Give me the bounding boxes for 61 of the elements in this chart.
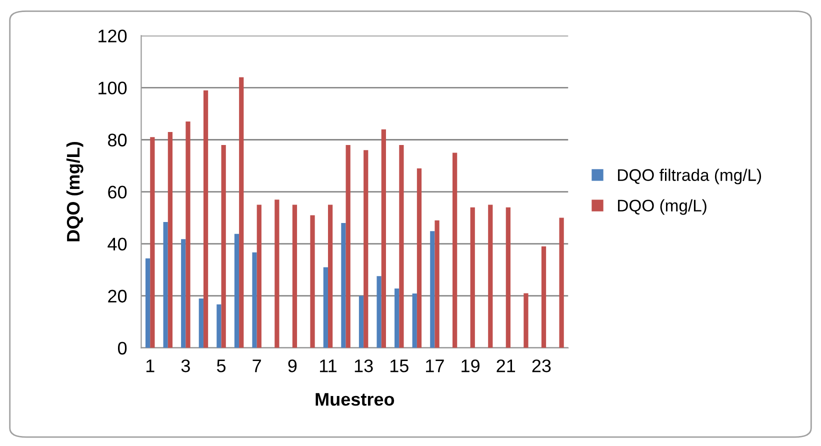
bar: [310, 215, 315, 348]
bar: [198, 298, 204, 348]
x-tick-label: 15: [390, 360, 408, 372]
bar: [506, 207, 510, 348]
bar: [234, 234, 240, 348]
y-tick-label: 100: [98, 82, 127, 94]
bar: [186, 122, 190, 348]
bar: [163, 222, 168, 348]
y-tick-label: 40: [108, 238, 127, 251]
bar: [364, 150, 368, 348]
x-tick-label: 23: [532, 359, 551, 372]
bar: [145, 258, 150, 348]
y-tick-label: 0: [118, 342, 127, 355]
y-tick-label: 120: [98, 30, 127, 42]
bar: [394, 288, 400, 348]
bar: [203, 90, 208, 348]
bar: [376, 276, 382, 348]
bar: [328, 204, 333, 348]
x-tick-label: 5: [216, 360, 226, 372]
x-tick-label: 7: [252, 360, 261, 372]
bar: [252, 252, 257, 348]
x-tick-label: 17: [426, 360, 444, 372]
bar: [150, 137, 155, 348]
bar: [292, 204, 298, 348]
x-tick-label: 13: [354, 359, 373, 372]
bar: [434, 220, 440, 348]
x-tick-label: 11: [320, 360, 336, 372]
bar: [524, 293, 528, 348]
x-axis-title: Muestreo: [316, 393, 394, 406]
bar: [256, 204, 262, 348]
bar: [346, 144, 350, 348]
y-tick-label: 20: [108, 290, 127, 303]
bar: [559, 218, 564, 348]
x-tick-label: 3: [181, 359, 190, 372]
bar: [274, 200, 280, 348]
bar: [216, 304, 222, 348]
y-tick-label: 80: [108, 134, 127, 146]
bar: [221, 144, 226, 348]
x-tick-label: 19: [462, 359, 480, 372]
bar: [239, 77, 244, 348]
bar: [341, 223, 346, 348]
bar: [399, 144, 404, 348]
x-tick-label: 21: [496, 359, 516, 372]
bar: [430, 231, 435, 348]
bar: [452, 152, 458, 348]
bar: [358, 296, 364, 348]
bar: [381, 129, 386, 348]
bar: [470, 207, 475, 348]
y-tick-label: 60: [108, 186, 127, 198]
bar: [323, 267, 328, 348]
bar: [181, 239, 186, 348]
x-tick-label: 9: [288, 359, 297, 372]
legend-label: DQO (mg/L): [618, 199, 706, 215]
bar: [168, 132, 173, 348]
bar: [488, 204, 493, 348]
bar: [416, 168, 422, 348]
y-axis-title: DQO (mg/L): [66, 142, 84, 242]
x-tick-label: 1: [146, 360, 154, 372]
bar: [412, 294, 417, 348]
bar: [541, 246, 546, 348]
legend-label: DQO filtrada (mg/L): [618, 168, 762, 184]
